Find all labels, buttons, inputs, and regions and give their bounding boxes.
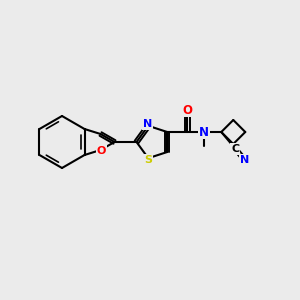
Text: N: N	[142, 119, 152, 129]
Text: O: O	[97, 146, 106, 156]
Text: O: O	[182, 103, 192, 116]
Text: S: S	[144, 155, 152, 165]
Text: C: C	[231, 144, 239, 154]
Text: N: N	[240, 154, 249, 165]
Text: N: N	[199, 125, 209, 139]
